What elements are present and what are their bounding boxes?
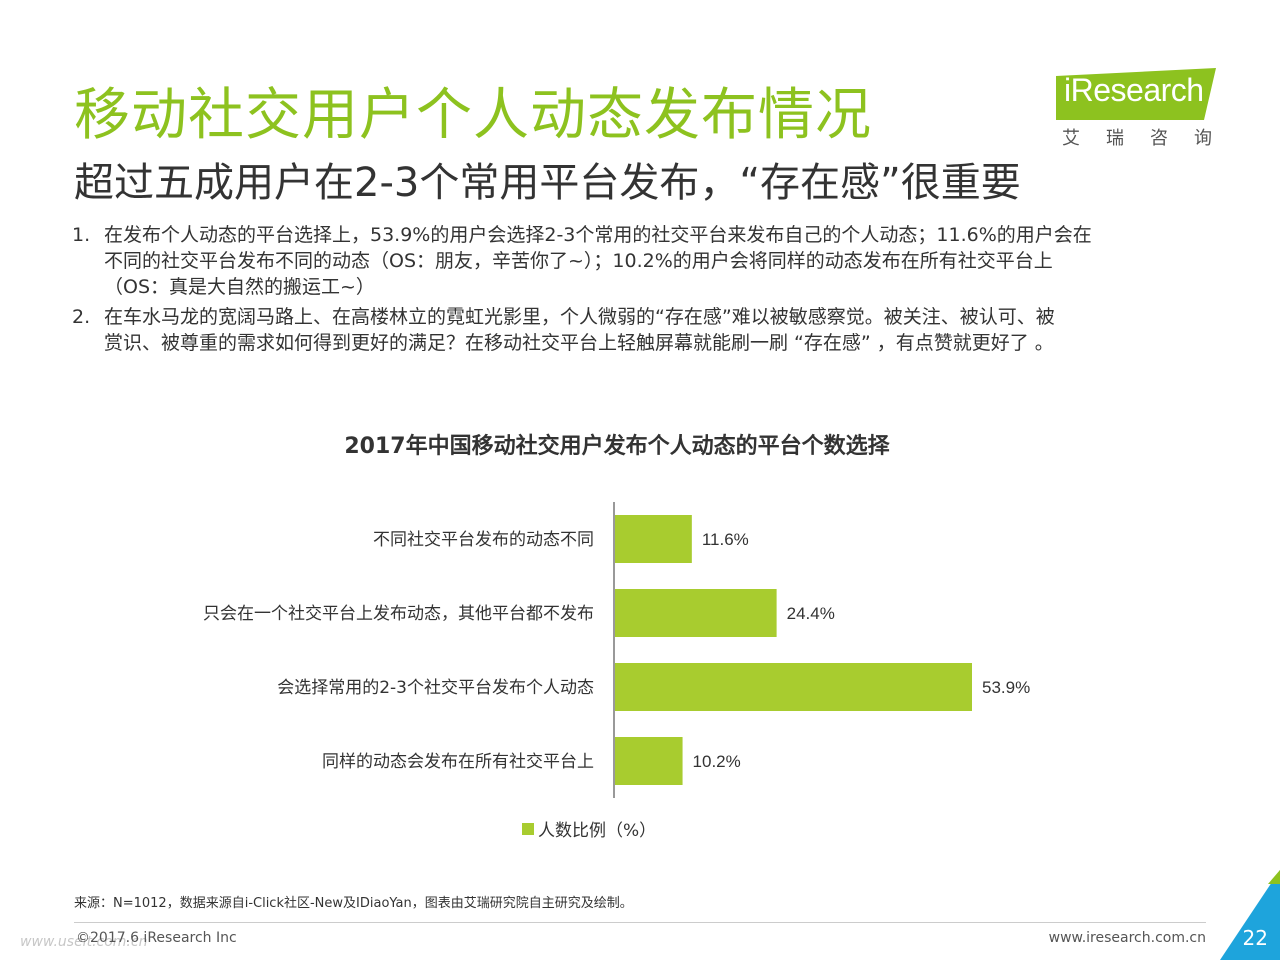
watermark: www.useit.com.cn — [20, 934, 148, 950]
point-line: 不同的社交平台发布不同的动态（OS：朋友，辛苦你了~）；10.2%的用户会将同样… — [104, 250, 1053, 272]
source-note: 来源：N=1012，数据来源自i-Click社区-New及IDiaoYan，图表… — [74, 896, 633, 911]
bar — [615, 515, 692, 563]
legend-swatch — [522, 822, 534, 835]
point-line: 赏识、被尊重的需求如何得到更好的满足？在移动社交平台上轻触屏幕就能刷一刷 “存在… — [104, 332, 1054, 354]
value-label: 10.2% — [693, 752, 741, 771]
bar — [615, 663, 972, 711]
value-label: 24.4% — [787, 604, 835, 623]
point-item: 2. 在车水马龙的宽阔马路上、在高楼林立的霓虹光影里，个人微弱的“存在感”难以被… — [72, 304, 1202, 356]
corner-triangle-icon — [1220, 870, 1280, 960]
point-item: 1. 在发布个人动态的平台选择上，53.9%的用户会选择2-3个常用的社交平台来… — [72, 222, 1202, 300]
footer-divider — [74, 922, 1206, 923]
bar — [615, 589, 777, 637]
key-points: 1. 在发布个人动态的平台选择上，53.9%的用户会选择2-3个常用的社交平台来… — [72, 222, 1202, 360]
category-label: 只会在一个社交平台上发布动态，其他平台都不发布 — [203, 604, 594, 624]
value-label: 11.6% — [702, 530, 749, 549]
point-number: 2. — [72, 306, 91, 328]
chart-title: 2017年中国移动社交用户发布个人动态的平台个数选择 — [344, 434, 890, 459]
page-title: 移动社交用户个人动态发布情况 — [74, 83, 872, 148]
page-subtitle: 超过五成用户在2-3个常用平台发布，“存在感”很重要 — [74, 160, 1021, 206]
point-number: 1. — [72, 224, 91, 246]
logo-badge-icon — [1056, 68, 1216, 120]
bar-chart: 不同社交平台发布的动态不同 11.6% 只会在一个社交平台上发布动态，其他平台都不发… — [203, 502, 1030, 798]
value-label: 53.9% — [982, 678, 1030, 697]
page-number: 22 — [1242, 926, 1268, 950]
logo-chinese: 艾瑞咨询 — [1062, 128, 1238, 149]
copyright: ©2017.6 iResearch Inc — [76, 930, 237, 946]
category-label: 会选择常用的2-3个社交平台发布个人动态 — [277, 678, 594, 698]
chart-legend: 人数比例（%） — [522, 816, 656, 841]
point-line: （OS：真是大自然的搬运工~） — [104, 276, 375, 298]
website-link[interactable]: www.iresearch.com.cn — [1048, 930, 1206, 946]
category-label: 同样的动态会发布在所有社交平台上 — [322, 752, 594, 772]
legend-label: 人数比例（%） — [538, 821, 657, 841]
logo-brand: iResearch — [1064, 72, 1204, 108]
category-label: 不同社交平台发布的动态不同 — [373, 530, 594, 550]
iresearch-logo: iResearch 艾瑞咨询 — [1056, 68, 1226, 149]
point-line: 在车水马龙的宽阔马路上、在高楼林立的霓虹光影里，个人微弱的“存在感”难以被敏感察… — [104, 306, 1055, 328]
point-line: 在发布个人动态的平台选择上，53.9%的用户会选择2-3个常用的社交平台来发布自… — [104, 224, 1092, 246]
bar — [615, 737, 683, 785]
